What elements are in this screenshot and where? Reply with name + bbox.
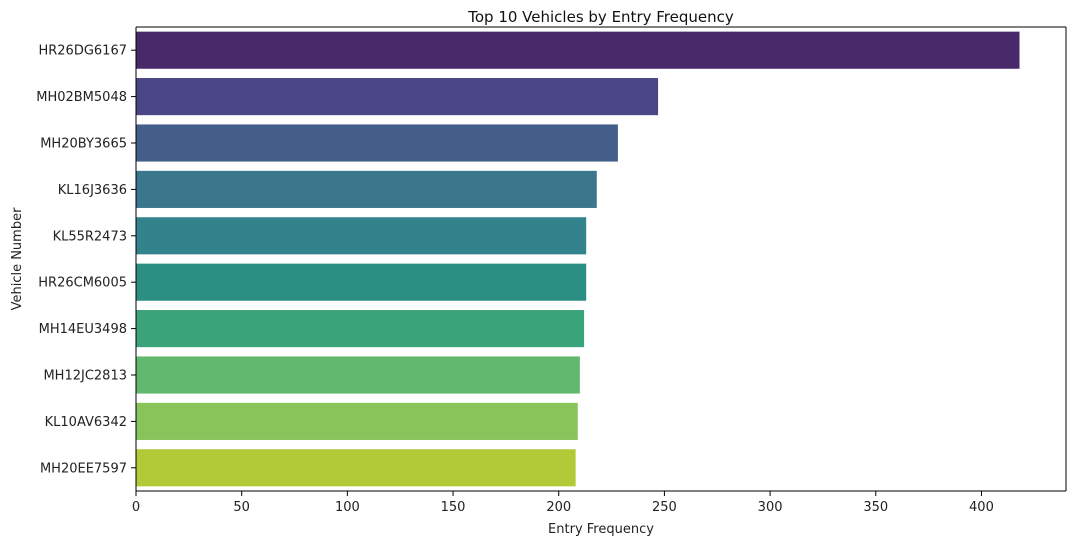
x-tick-label: 50 <box>233 500 250 515</box>
y-axis-title: Vehicle Number <box>10 207 25 311</box>
bar-MH14EU3498 <box>136 310 585 348</box>
x-tick-label: 350 <box>863 500 888 515</box>
y-tick-label: MH02BM5048 <box>36 90 127 105</box>
x-axis-title: Entry Frequency <box>548 522 654 537</box>
y-tick-label: HR26CM6005 <box>38 276 127 291</box>
x-tick-label: 100 <box>335 500 360 515</box>
bar-HR26CM6005 <box>136 263 587 301</box>
bar-MH02BM5048 <box>136 78 659 116</box>
x-tick-label: 250 <box>652 500 677 515</box>
x-tick-label: 200 <box>546 500 571 515</box>
y-tick-label: MH14EU3498 <box>39 322 127 337</box>
bar-MH20EE7597 <box>136 449 576 487</box>
bar-KL16J3636 <box>136 170 597 208</box>
y-tick-label: KL10AV6342 <box>45 415 127 430</box>
y-tick-label: MH20EE7597 <box>40 461 127 476</box>
bars-group <box>136 31 1020 487</box>
x-tick-label: 0 <box>132 500 140 515</box>
bar-MH20BY3665 <box>136 124 618 162</box>
bar-KL10AV6342 <box>136 402 578 440</box>
y-tick-label: HR26DG6167 <box>38 44 127 59</box>
chart-title: Top 10 Vehicles by Entry Frequency <box>467 8 734 26</box>
x-axis-ticks: 0 50 100 150 200 250 300 350 400 <box>132 491 994 515</box>
y-tick-label: KL16J3636 <box>58 183 127 198</box>
x-tick-label: 300 <box>758 500 783 515</box>
y-axis-ticks: HR26DG6167 MH02BM5048 MH20BY3665 KL16J3636 K… <box>36 44 136 476</box>
y-tick-label: MH12JC2813 <box>43 369 127 384</box>
bar-MH12JC2813 <box>136 356 580 394</box>
bar-KL55R2473 <box>136 217 587 255</box>
x-tick-label: 400 <box>969 500 994 515</box>
x-tick-label: 150 <box>441 500 466 515</box>
y-tick-label: MH20BY3665 <box>40 137 127 152</box>
bar-HR26DG6167 <box>136 31 1020 69</box>
y-tick-label: KL55R2473 <box>53 229 127 244</box>
